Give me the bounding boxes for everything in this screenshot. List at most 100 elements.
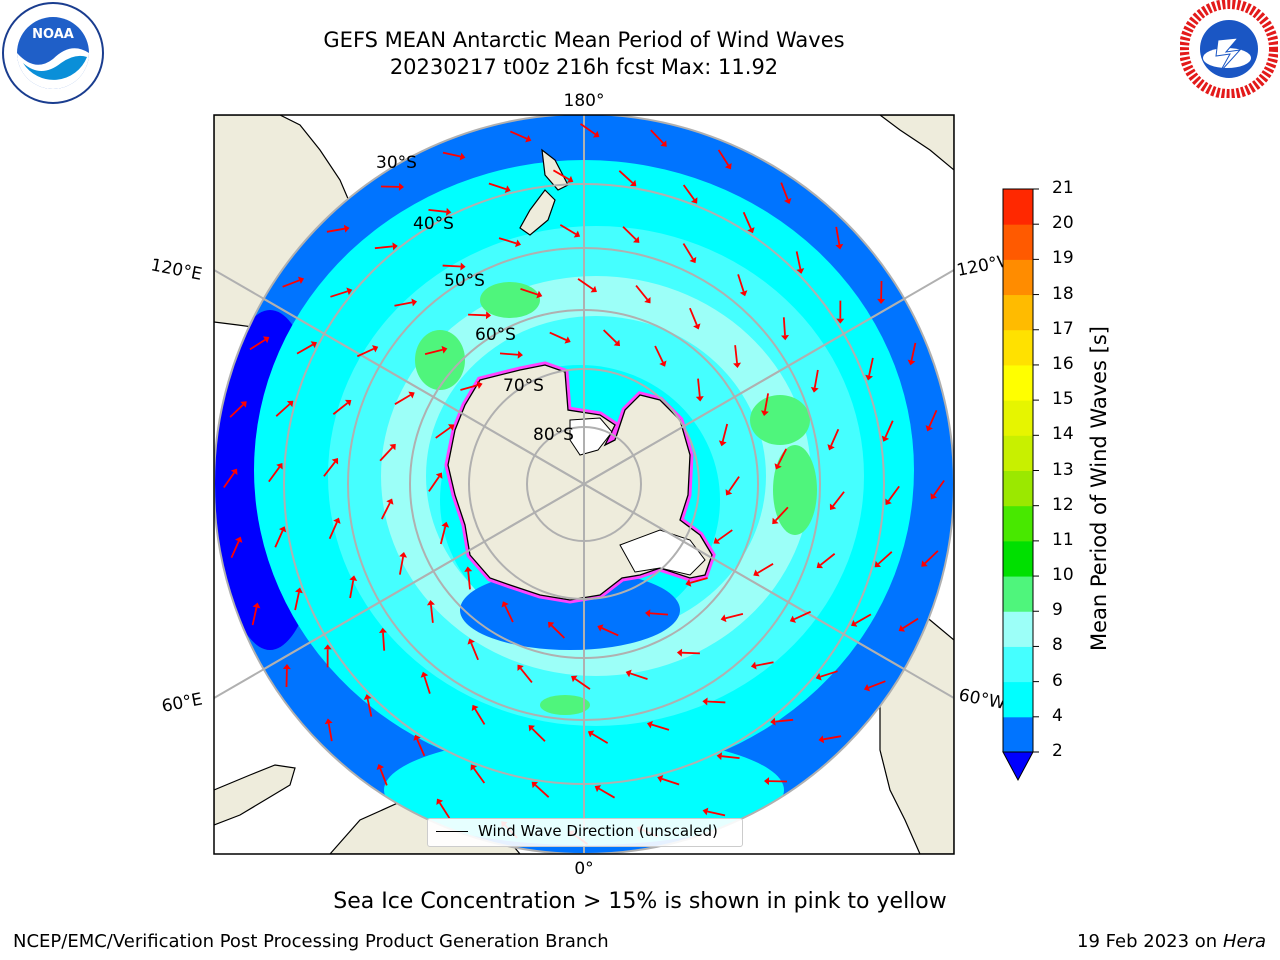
colorbar-tick-label: 13 (1052, 459, 1074, 480)
wind-wave-arrow (349, 575, 358, 599)
wind-wave-arrow (689, 307, 701, 330)
colorbar-tick-label: 17 (1052, 318, 1074, 339)
north-landmass-fragment (879, 115, 954, 171)
wind-wave-arrow (268, 463, 283, 483)
wind-wave-arrow (702, 697, 726, 706)
wind-wave-arrow (436, 798, 451, 819)
lat-label-80s: 80°S (533, 425, 574, 445)
colorbar-segment (1003, 400, 1033, 436)
wind-wave-arrow (625, 669, 648, 680)
wind-wave-arrow (865, 357, 874, 381)
wind-wave-arrow (646, 720, 670, 731)
colorbar-tick-label: 12 (1052, 494, 1074, 515)
wind-wave-arrow (695, 378, 704, 402)
wind-wave-arrow (753, 563, 774, 577)
wind-wave-arrow (381, 498, 394, 520)
wind-wave-arrow (488, 182, 511, 193)
legend-line-swatch (436, 831, 468, 832)
wind-wave-arrow (885, 485, 900, 505)
wind-wave-arrow (531, 781, 550, 798)
wind-wave-arrow (829, 491, 845, 510)
wind-wave-arrow (571, 675, 591, 690)
lon-label-upper-left: 120°E (149, 255, 204, 284)
wind-wave-arrow (645, 609, 669, 618)
wind-wave-arrow (323, 644, 332, 668)
wind-wave-arrow (251, 602, 261, 626)
colorbar-tick-label: 4 (1052, 705, 1063, 726)
colorbar-segment (1003, 294, 1033, 331)
wind-wave-arrow (376, 763, 388, 786)
wind-wave-arrow (426, 599, 435, 623)
wind-wave-arrow (498, 237, 522, 248)
green-patch-4 (773, 445, 817, 535)
colorbar-tick-label: 21 (1052, 178, 1074, 198)
wind-wave-arrow (332, 399, 352, 415)
colorbar-segment (1003, 716, 1033, 753)
map-frame (213, 114, 955, 855)
colorbar-tick-label: 15 (1052, 389, 1074, 410)
wind-wave-arrow (810, 369, 819, 393)
wind-wave-arrow (428, 472, 443, 492)
wind-wave-arrow (394, 298, 418, 307)
colorbar-segment (1003, 470, 1033, 507)
colorbar-segment (1003, 505, 1033, 542)
wind-wave-arrow (467, 638, 479, 661)
colorbar-segment (1003, 435, 1033, 471)
wind-wave-arrow (249, 336, 270, 351)
wind-wave-arrow (499, 350, 523, 359)
wind-wave-arrow (763, 777, 788, 786)
wind-wave-arrow (413, 734, 426, 757)
colorbar-segment (1003, 576, 1033, 612)
colorbar-tick-label: 16 (1052, 353, 1074, 374)
wind-wave-arrow (468, 311, 492, 320)
colorbar-segment (1003, 189, 1033, 225)
colorbar-tick-label: 9 (1052, 600, 1063, 621)
wind-wave-arrow (733, 345, 742, 369)
wind-wave-arrow (296, 341, 318, 355)
wind-wave-arrow (509, 130, 532, 143)
lat-label-50s: 50°S (444, 271, 485, 291)
wind-wave-arrow (716, 752, 740, 761)
wind-wave-arrow (770, 717, 794, 726)
wind-wave-arrow (835, 226, 844, 250)
wind-wave-arrow (780, 182, 792, 205)
lat-label-70s: 70°S (503, 376, 544, 396)
wind-wave-arrow (501, 601, 514, 623)
wind-wave-arrow (742, 211, 755, 234)
green-patch-5 (540, 695, 590, 715)
wind-wave-arrow (326, 224, 350, 233)
colorbar-tick-label: 14 (1052, 424, 1074, 445)
legend-label: Wind Wave Direction (unscaled) (478, 822, 718, 840)
wind-wave-arrow (324, 718, 333, 742)
colorbar (1002, 188, 1039, 782)
lon-label-bottom: 0° (574, 859, 593, 879)
wind-wave-arrow (229, 401, 247, 418)
lat-label-30s: 30°S (376, 153, 417, 173)
wind-wave-arrow (547, 621, 566, 639)
wind-wave-arrow (898, 617, 919, 632)
colorbar-tick-label: 2 (1052, 741, 1063, 761)
wind-wave-arrow (428, 207, 452, 216)
footer-host: Hera (1222, 931, 1266, 952)
wind-wave-arrow (460, 381, 483, 391)
green-patch-3 (750, 395, 810, 445)
green-patch-2 (480, 282, 540, 318)
wind-wave-arrow (774, 448, 787, 470)
wind-wave-arrow (622, 226, 640, 243)
wind-wave-arrow (439, 521, 450, 545)
wind-wave-arrow (587, 730, 609, 744)
wind-wave-arrow (781, 317, 789, 341)
lat-label-40s: 40°S (413, 214, 454, 234)
wind-wave-arrow (815, 670, 838, 681)
wind-wave-arrow (470, 764, 486, 784)
colorbar-tick-label: 11 (1052, 529, 1074, 550)
wind-wave-arrow (685, 577, 708, 587)
colorbar-segment (1003, 364, 1033, 401)
colorbar-tick-label: 6 (1052, 670, 1063, 691)
wind-wave-arrow (520, 288, 543, 299)
wind-wave-arrow (925, 409, 938, 432)
wind-wave-arrow (772, 506, 789, 525)
wind-wave-arrow (380, 182, 405, 191)
wind-wave-arrow (442, 151, 466, 161)
